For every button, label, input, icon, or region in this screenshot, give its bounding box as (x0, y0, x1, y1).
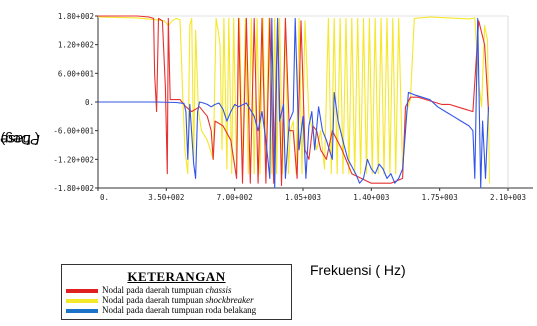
x-tick-label: 7.00+002 (217, 193, 253, 202)
legend-swatch-roda-belakang (66, 309, 98, 313)
y-axis-label-unit: ( Deg) (0, 132, 40, 148)
legend-swatch-chassis (66, 289, 98, 293)
series-layer (97, 15, 491, 189)
legend-label-chassis: Nodal pada daerah tumpuan chassis (102, 285, 232, 295)
legend-label-shockbreaker: Nodal pada daerah tumpuan shockbreaker (102, 295, 254, 305)
x-tick-label: 1.05+003 (285, 193, 321, 202)
y-tick-label: -6.00+001 (53, 127, 94, 136)
series-roda-belakang-line (98, 17, 490, 189)
y-tick-label: 6.00+001 (58, 69, 94, 78)
x-tick-label: 1.75+003 (422, 193, 458, 202)
x-tick-label: 1.40+003 (353, 193, 389, 202)
x-tick-label: 0. (100, 193, 109, 202)
y-tick-label: -1.80+002 (53, 184, 94, 193)
series-shockbreaker-line (97, 16, 491, 184)
y-tick-labels: 1.80+002 1.20+002 6.00+001 0. -6.00+001 -1.20… (53, 12, 98, 193)
y-tick-label: 1.20+002 (58, 41, 94, 50)
x-tick-labels: 0. 3.50+002 7.00+002 1.05+003 1.40+003 1.75+0… (97, 188, 526, 202)
legend-label-roda-belakang: Nodal pada daerah tumpuan roda belakang (102, 305, 257, 315)
x-tick-label: 3.50+002 (148, 193, 184, 202)
legend-swatch-shockbreaker (66, 299, 98, 303)
y-tick-label: -1.20+002 (53, 155, 94, 164)
y-tick-label: 1.80+002 (58, 12, 94, 21)
x-axis-label: Frekuensi ( Hz) (310, 262, 406, 278)
y-tick-label: 0. (85, 98, 94, 107)
legend-title: KETERANGAN (127, 269, 226, 284)
series-chassis-line (98, 15, 490, 187)
legend-box: KETERANGAN Nodal pada daerah tumpuan cha… (61, 264, 292, 320)
x-tick-label: 2.10+003 (490, 193, 526, 202)
